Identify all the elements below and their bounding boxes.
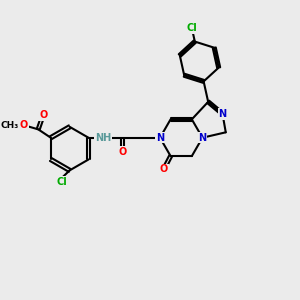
Text: O: O — [20, 120, 28, 130]
Text: CH₃: CH₃ — [1, 121, 19, 130]
Text: O: O — [39, 110, 47, 120]
Text: N: N — [198, 133, 206, 143]
Text: N: N — [218, 109, 226, 119]
Text: O: O — [160, 164, 168, 175]
Text: O: O — [118, 147, 127, 157]
Text: Cl: Cl — [187, 23, 197, 34]
Text: NH: NH — [95, 133, 111, 143]
Text: Cl: Cl — [56, 177, 67, 187]
Text: N: N — [156, 133, 164, 143]
